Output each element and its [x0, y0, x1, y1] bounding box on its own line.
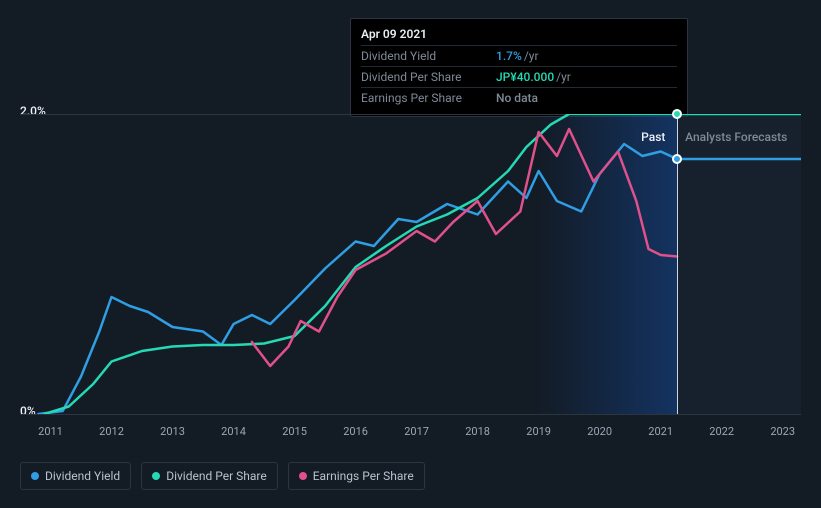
gridline-bottom — [20, 414, 801, 415]
x-tick-label: 2012 — [99, 425, 124, 438]
legend-swatch — [31, 472, 39, 480]
legend-item[interactable]: Dividend Yield — [20, 462, 131, 490]
x-tick-label: 2013 — [160, 425, 185, 438]
tooltip-value: JP¥40.000 — [496, 70, 554, 84]
legend-swatch — [152, 472, 160, 480]
x-tick-label: 2016 — [343, 425, 368, 438]
legend-swatch — [299, 472, 307, 480]
tooltip-suffix: /yr — [556, 70, 571, 84]
cursor-marker-dividend_yield — [672, 154, 682, 164]
tooltip-row: Dividend Yield1.7%/yr — [361, 45, 677, 66]
series-earnings_per_share — [252, 129, 677, 366]
x-tick-label: 2011 — [38, 425, 63, 438]
tooltip-row: Earnings Per ShareNo data — [361, 87, 677, 108]
x-tick-label: 2017 — [404, 425, 429, 438]
legend-label: Dividend Yield — [45, 469, 120, 483]
x-tick-label: 2014 — [221, 425, 246, 438]
chart-svg — [20, 114, 801, 414]
tooltip-suffix: /yr — [524, 49, 539, 63]
cursor-marker-dividend_per_share — [672, 109, 682, 119]
x-tick-label: 2023 — [770, 425, 795, 438]
x-axis-labels: 2011 2012 2013 2014 2015 2016 2017 2018 2019 2020… — [20, 420, 801, 438]
forecast-label: Analysts Forecasts — [685, 130, 787, 144]
tooltip-value: No data — [496, 91, 538, 105]
legend-label: Dividend Per Share — [166, 469, 267, 483]
legend-item[interactable]: Dividend Per Share — [141, 462, 278, 490]
tooltip-key: Dividend Per Share — [361, 70, 496, 84]
hover-tooltip: Apr 09 2021 Dividend Yield1.7%/yrDividen… — [350, 18, 688, 117]
x-tick-label: 2020 — [587, 425, 612, 438]
x-tick-label: 2019 — [526, 425, 551, 438]
series-dividend_yield — [38, 144, 801, 414]
tooltip-row: Dividend Per ShareJP¥40.000/yr — [361, 66, 677, 87]
x-tick-label: 2015 — [282, 425, 307, 438]
tooltip-date: Apr 09 2021 — [361, 27, 677, 41]
tooltip-key: Dividend Yield — [361, 49, 496, 63]
x-tick-label: 2018 — [465, 425, 490, 438]
tooltip-value: 1.7% — [496, 49, 522, 63]
past-label: Past — [641, 130, 665, 144]
x-tick-label: 2021 — [648, 425, 673, 438]
legend: Dividend Yield Dividend Per Share Earnings… — [20, 462, 425, 490]
tooltip-key: Earnings Per Share — [361, 91, 496, 105]
legend-label: Earnings Per Share — [313, 469, 414, 483]
legend-item[interactable]: Earnings Per Share — [288, 462, 425, 490]
x-tick-label: 2022 — [709, 425, 734, 438]
chart-area[interactable]: 2.0% 0% Past Analysts Forecasts 20112012… — [20, 108, 801, 438]
